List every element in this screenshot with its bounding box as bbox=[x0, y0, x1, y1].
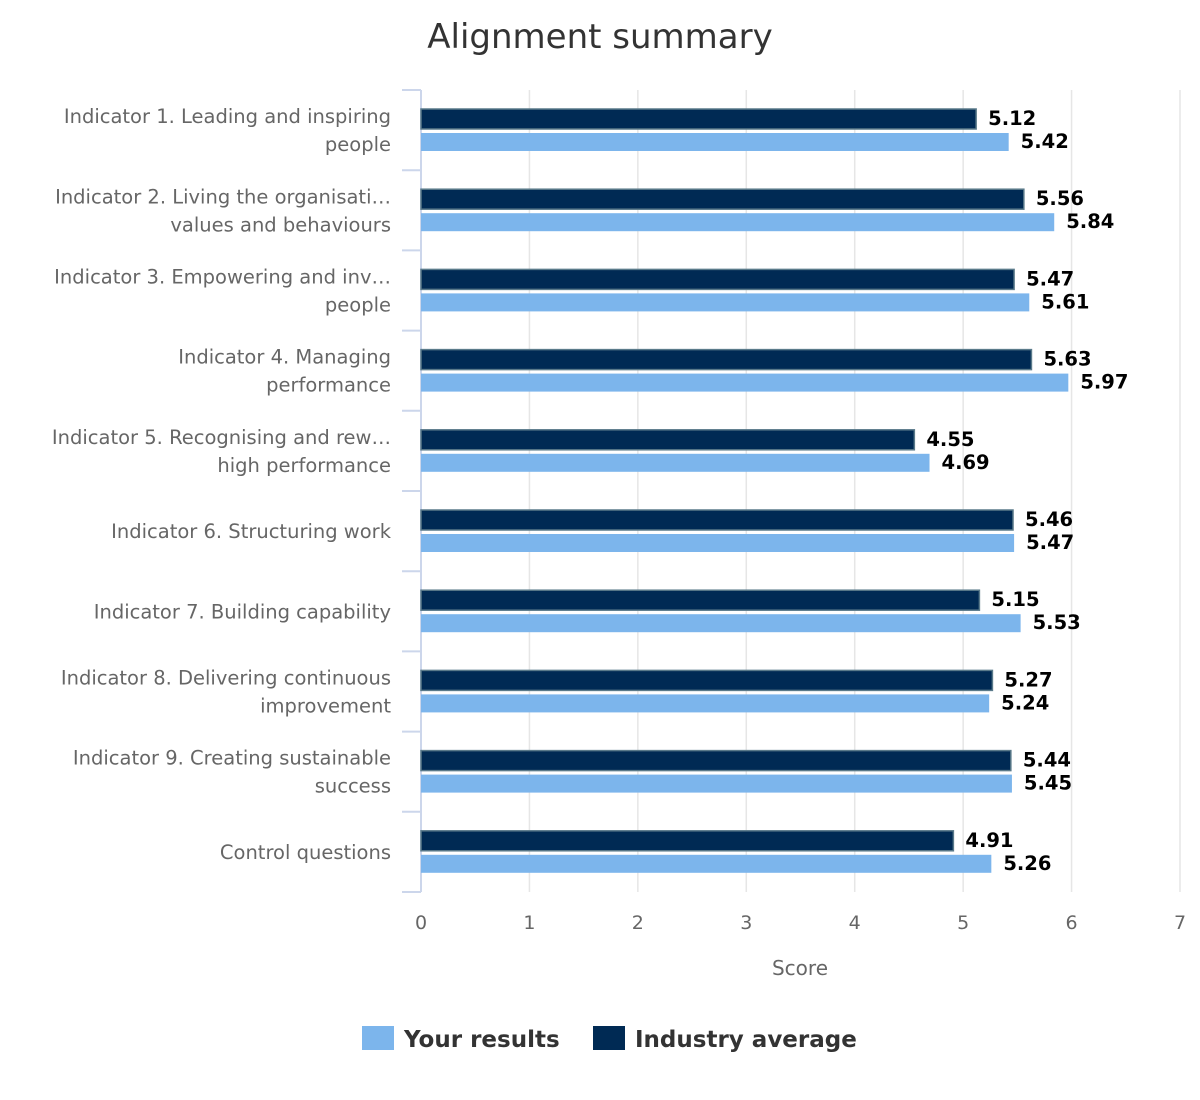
bar-industry-average bbox=[420, 268, 1015, 291]
data-label-industry-average: 5.44 bbox=[1023, 749, 1071, 772]
category-label: Indicator 1. Leading and inspiring bbox=[64, 105, 391, 128]
legend-swatch bbox=[593, 1026, 625, 1050]
legend-swatch bbox=[362, 1026, 394, 1050]
data-label-industry-average: 5.15 bbox=[991, 588, 1039, 611]
x-tick-label: 6 bbox=[1066, 912, 1078, 934]
bar-industry-average bbox=[420, 830, 955, 852]
bar-industry-average bbox=[420, 348, 1033, 371]
category-label: high performance bbox=[217, 454, 391, 477]
data-label-industry-average: 5.12 bbox=[988, 107, 1036, 130]
bar-your-results bbox=[421, 534, 1015, 552]
bar-your-results bbox=[421, 293, 1030, 312]
data-label-your-results: 5.45 bbox=[1024, 772, 1072, 795]
data-label-your-results: 4.69 bbox=[942, 451, 990, 474]
category-label: Indicator 2. Living the organisati… bbox=[55, 185, 391, 208]
bar-your-results bbox=[421, 614, 1021, 633]
bar-industry-average bbox=[420, 108, 977, 130]
category-label: Indicator 5. Recognising and rew… bbox=[52, 426, 391, 449]
data-label-industry-average: 5.47 bbox=[1026, 267, 1074, 290]
category-label: Indicator 8. Delivering continuous bbox=[61, 667, 391, 690]
category-label: Indicator 6. Structuring work bbox=[111, 520, 392, 543]
data-label-your-results: 5.84 bbox=[1066, 210, 1114, 233]
x-tick-label: 2 bbox=[632, 912, 644, 934]
data-label-your-results: 5.61 bbox=[1041, 290, 1089, 313]
category-label: Indicator 9. Creating sustainable bbox=[73, 747, 391, 770]
data-label-industry-average: 4.55 bbox=[926, 428, 974, 451]
bar-industry-average bbox=[420, 509, 1014, 531]
category-label: Indicator 7. Building capability bbox=[94, 600, 391, 623]
bar-industry-average bbox=[420, 669, 994, 692]
category-label: Indicator 3. Empowering and inv… bbox=[54, 266, 391, 289]
category-label: people bbox=[325, 133, 391, 156]
bar-industry-average bbox=[420, 188, 1025, 210]
bar-your-results bbox=[421, 774, 1012, 793]
bar-your-results bbox=[421, 453, 930, 472]
legend-item[interactable]: Your results bbox=[362, 1026, 560, 1053]
bar-your-results bbox=[421, 373, 1069, 392]
data-label-industry-average: 5.56 bbox=[1036, 187, 1084, 210]
data-label-your-results: 5.24 bbox=[1001, 691, 1049, 714]
x-tick-label: 0 bbox=[415, 912, 427, 934]
x-tick-label: 7 bbox=[1174, 912, 1186, 934]
category-label: Control questions bbox=[220, 841, 391, 864]
bar-your-results bbox=[421, 694, 990, 713]
data-label-your-results: 5.47 bbox=[1026, 531, 1074, 554]
bar-your-results bbox=[421, 854, 992, 873]
data-label-industry-average: 5.27 bbox=[1004, 668, 1052, 691]
data-label-your-results: 5.42 bbox=[1021, 130, 1069, 153]
bar-industry-average bbox=[420, 589, 981, 611]
bar-industry-average bbox=[420, 429, 916, 451]
data-label-your-results: 5.53 bbox=[1033, 611, 1081, 634]
x-tick-label: 5 bbox=[957, 912, 969, 934]
bar-your-results bbox=[421, 213, 1055, 232]
chart-title: Alignment summary bbox=[427, 17, 772, 57]
category-label: Indicator 4. Managing bbox=[178, 346, 391, 369]
legend-label: Industry average bbox=[635, 1027, 857, 1053]
bar-your-results bbox=[421, 133, 1009, 151]
data-label-your-results: 5.26 bbox=[1003, 852, 1051, 875]
x-axis-title: Score bbox=[772, 956, 828, 980]
legend-item[interactable]: Industry average bbox=[593, 1026, 857, 1053]
x-tick-label: 1 bbox=[523, 912, 535, 934]
category-label: performance bbox=[266, 374, 391, 397]
data-label-industry-average: 4.91 bbox=[965, 829, 1013, 852]
category-label: success bbox=[315, 775, 391, 798]
x-tick-label: 4 bbox=[849, 912, 861, 934]
legend-label: Your results bbox=[403, 1027, 560, 1053]
x-tick-label: 3 bbox=[740, 912, 752, 934]
category-label: people bbox=[325, 294, 391, 317]
data-label-industry-average: 5.46 bbox=[1025, 508, 1073, 531]
category-label: values and behaviours bbox=[170, 213, 391, 236]
bar-industry-average bbox=[420, 749, 1012, 772]
category-label: improvement bbox=[260, 695, 391, 718]
data-label-industry-average: 5.63 bbox=[1043, 348, 1091, 371]
data-label-your-results: 5.97 bbox=[1080, 371, 1128, 394]
